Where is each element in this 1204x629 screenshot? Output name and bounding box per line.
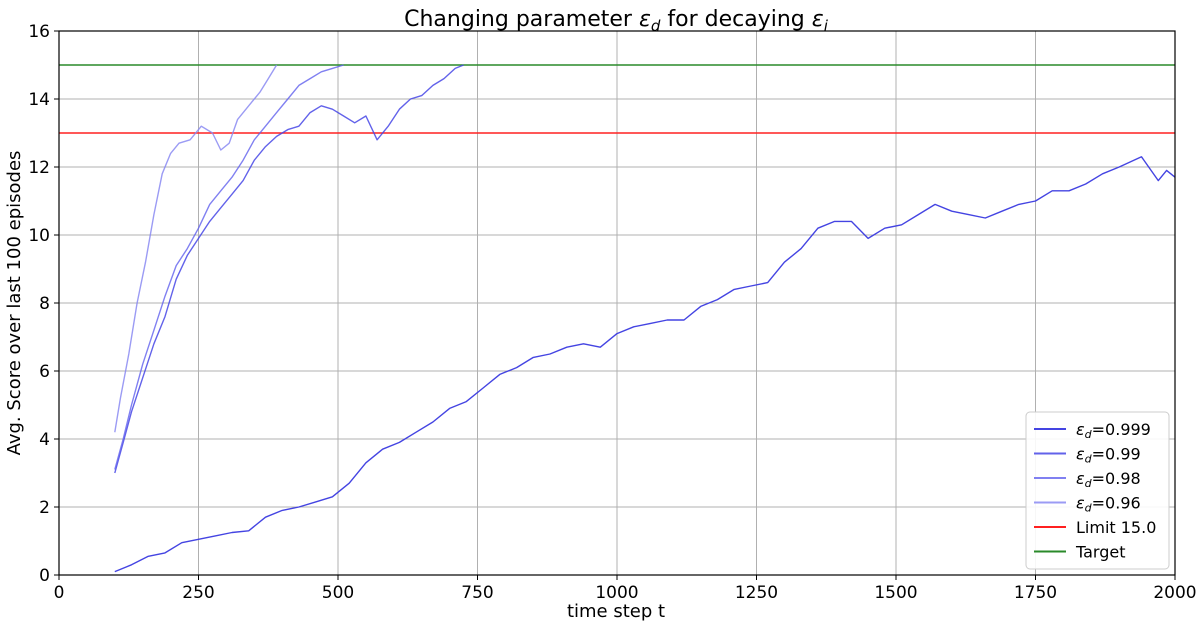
legend: εd=0.999 εd=0.99 εd=0.98 εd=0.96 Limit 15.0 T… <box>1025 411 1170 570</box>
x-axis-label: time step t <box>567 601 665 622</box>
legend-label: Target <box>1075 543 1126 562</box>
x-tick-label: 2000 <box>1153 583 1196 603</box>
x-tick-label: 1250 <box>735 583 778 603</box>
x-tick-label: 250 <box>182 583 214 603</box>
y-tick-label: 10 <box>28 226 50 246</box>
chart-title: Changing parameter εd for decaying εi <box>404 7 829 35</box>
y-tick-label: 4 <box>39 430 50 450</box>
series-lines <box>114 64 1176 573</box>
y-tick-label: 14 <box>28 90 50 110</box>
y-tick-label: 16 <box>28 22 50 42</box>
grid <box>58 30 1176 576</box>
y-axis-label: Avg. Score over last 100 episodes <box>4 151 25 456</box>
x-tick-label: 0 <box>54 583 65 603</box>
series-line <box>114 64 464 474</box>
legend-box <box>1025 411 1170 570</box>
legend-entries: εd=0.999 εd=0.99 εd=0.98 εd=0.96 Limit 15.0 T… <box>1034 420 1156 562</box>
series-line <box>114 64 344 470</box>
legend-label: εd=0.98 <box>1076 469 1141 490</box>
y-axis-ticks: 0 2 4 6 8 10 12 14 16 <box>28 22 59 586</box>
y-tick-label: 2 <box>39 498 50 518</box>
legend-label: εd=0.96 <box>1076 494 1141 515</box>
x-axis-ticks: 0 250 500 750 1000 1250 1500 1750 2000 <box>54 575 1197 603</box>
reference-lines <box>59 64 1175 134</box>
legend-label: εd=0.999 <box>1076 420 1151 441</box>
series-line <box>114 156 1176 573</box>
x-tick-label: 1750 <box>1014 583 1057 603</box>
x-tick-label: 1000 <box>595 583 638 603</box>
y-tick-label: 0 <box>39 566 50 586</box>
legend-label: Limit 15.0 <box>1076 518 1156 537</box>
y-tick-label: 6 <box>39 362 50 382</box>
y-tick-label: 8 <box>39 294 50 314</box>
series-line <box>114 64 278 433</box>
x-tick-label: 500 <box>322 583 354 603</box>
legend-label: εd=0.99 <box>1076 445 1141 466</box>
x-tick-label: 750 <box>461 583 493 603</box>
y-tick-label: 12 <box>28 158 50 178</box>
x-tick-label: 1500 <box>874 583 917 603</box>
